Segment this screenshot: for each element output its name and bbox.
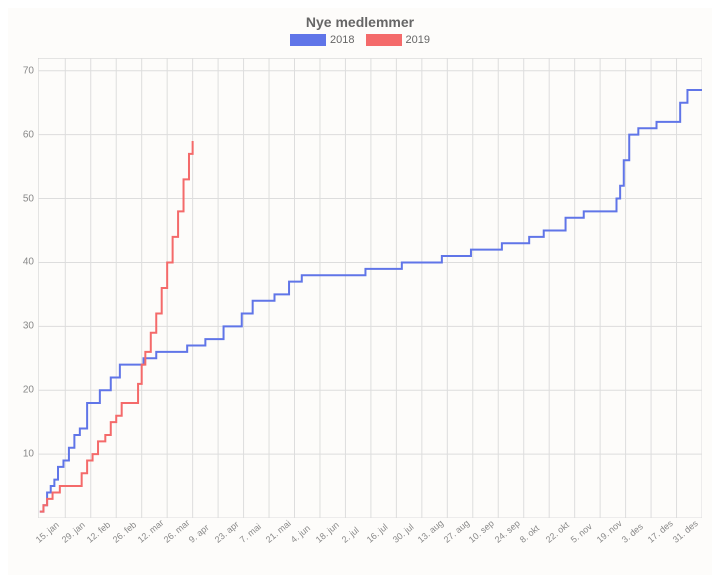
xtick-label: 12. mar [136, 518, 166, 545]
xtick-label: 27. aug [442, 518, 471, 545]
xtick-label: 17. des [645, 518, 674, 545]
xtick-label: 23. apr [212, 519, 240, 545]
legend-swatch-2018 [290, 34, 326, 46]
chart-title: Nye medlemmer [8, 8, 712, 30]
chart-container: Nye medlemmer 2018 2019 10 20 30 40 50 60 70 1… [8, 8, 712, 575]
xtick-label: 31. des [671, 518, 700, 545]
legend-label-2019: 2019 [406, 34, 430, 46]
xtick-label: 2. jul [340, 525, 361, 545]
ytick-label: 20 [10, 385, 34, 396]
ytick-label: 60 [10, 129, 34, 140]
ytick-label: 30 [10, 321, 34, 332]
xtick-label: 8. okt [518, 523, 541, 545]
ytick-label: 50 [10, 193, 34, 204]
legend-swatch-2019 [366, 34, 402, 46]
ytick-label: 70 [10, 65, 34, 76]
xtick-label: 10. sep [467, 518, 496, 545]
plot-svg [38, 58, 702, 518]
xtick-label: 22. okt [543, 520, 570, 545]
xtick-label: 13. aug [416, 518, 445, 545]
xtick-label: 12. feb [85, 519, 113, 544]
xtick-label: 16. jul [365, 522, 390, 545]
legend-item-2019[interactable]: 2019 [366, 34, 430, 46]
xtick-label: 30. jul [391, 522, 416, 545]
ytick-label: 40 [10, 257, 34, 268]
plot-area [38, 58, 702, 518]
xtick-label: 18. jun [314, 520, 341, 545]
xtick-label: 15. jan [34, 520, 61, 545]
chart-legend: 2018 2019 [8, 34, 712, 49]
xtick-label: 26. feb [110, 519, 138, 544]
xtick-label: 26. mar [161, 518, 191, 545]
xtick-label: 29. jan [60, 520, 87, 545]
xtick-label: 5. nov [569, 521, 594, 544]
legend-label-2018: 2018 [330, 34, 354, 46]
xtick-label: 7. mai [238, 521, 263, 544]
xtick-label: 21. mai [263, 518, 292, 545]
ytick-label: 10 [10, 449, 34, 460]
xtick-label: 19. nov [594, 518, 623, 545]
legend-item-2018[interactable]: 2018 [290, 34, 354, 46]
xtick-label: 24. sep [493, 518, 522, 545]
